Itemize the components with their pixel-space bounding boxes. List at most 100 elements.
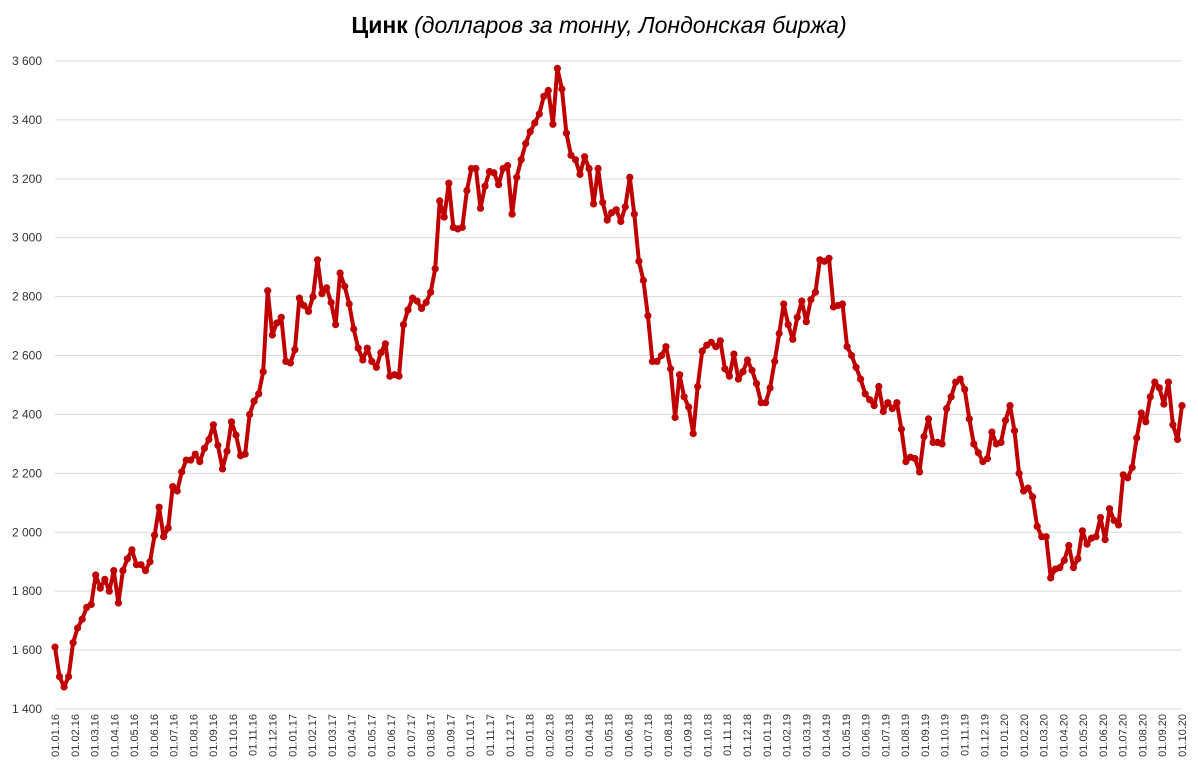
data-point	[286, 359, 294, 367]
chart-title: Цинк (долларов за тонну, Лондонская бирж…	[0, 12, 1198, 39]
data-point	[51, 643, 59, 651]
data-point	[1128, 463, 1136, 472]
data-point	[956, 375, 964, 383]
data-point	[318, 290, 326, 298]
data-point	[544, 86, 552, 95]
x-tick-label: 01.09.16	[208, 714, 220, 757]
data-point	[807, 296, 815, 304]
data-point	[395, 372, 403, 380]
data-point	[689, 430, 697, 438]
y-tick-label: 1 800	[12, 584, 42, 598]
data-point	[798, 297, 806, 305]
data-point	[599, 198, 607, 206]
data-point	[146, 558, 154, 566]
data-point	[209, 421, 217, 429]
data-point	[381, 340, 389, 348]
data-point	[721, 365, 729, 373]
data-point	[739, 368, 747, 376]
x-tick-label: 01.09.18	[683, 714, 695, 757]
data-point	[232, 431, 240, 439]
data-point	[1110, 516, 1118, 525]
data-point	[730, 350, 738, 358]
y-tick-label: 3 600	[12, 54, 42, 68]
x-tick-label: 01.08.17	[426, 714, 438, 757]
data-point	[74, 624, 82, 632]
x-tick-label: 01.08.16	[188, 714, 200, 757]
x-tick-label: 01.11.16	[248, 714, 260, 756]
data-point	[662, 343, 670, 351]
data-point	[151, 531, 159, 539]
data-point	[857, 375, 865, 383]
data-point	[825, 254, 833, 262]
data-point	[920, 432, 928, 441]
series-line-layer	[53, 66, 1184, 689]
x-tick-label: 01.09.20	[1157, 714, 1169, 757]
data-point	[639, 276, 648, 284]
data-point	[160, 533, 168, 541]
data-point	[422, 298, 430, 307]
y-tick-label: 2 800	[12, 290, 42, 304]
data-point	[440, 213, 448, 221]
data-point	[974, 449, 982, 457]
data-point	[1142, 418, 1150, 426]
x-tick-label: 01.04.16	[109, 714, 121, 757]
data-point	[748, 366, 756, 374]
data-point	[549, 120, 557, 128]
data-point	[295, 294, 303, 302]
grid-lines	[55, 60, 1182, 710]
data-point	[861, 390, 869, 398]
data-point	[78, 615, 86, 623]
data-point	[300, 301, 308, 310]
x-tick-label: 01.04.17	[347, 714, 359, 757]
data-point	[60, 683, 68, 691]
data-point	[897, 425, 906, 433]
data-point	[680, 393, 688, 401]
data-point	[734, 375, 743, 383]
data-point	[1160, 400, 1168, 408]
data-point	[114, 599, 122, 607]
data-point	[983, 455, 992, 463]
data-point	[553, 64, 562, 72]
data-point	[445, 179, 453, 187]
data-point	[101, 575, 109, 584]
data-point	[169, 483, 177, 491]
data-point	[259, 368, 267, 376]
x-tick-label: 01.03.19	[801, 714, 813, 757]
data-point	[571, 156, 580, 164]
data-point	[1106, 505, 1114, 513]
data-point	[590, 200, 598, 208]
data-point	[884, 399, 892, 407]
y-tick-label: 3 400	[12, 113, 42, 127]
x-tick-label: 01.02.19	[782, 714, 794, 757]
y-tick-label: 2 400	[12, 407, 42, 421]
data-point	[87, 600, 95, 609]
data-point	[264, 287, 272, 295]
data-point	[1137, 409, 1145, 417]
x-tick-label: 01.07.19	[880, 714, 892, 757]
x-tick-label: 01.10.17	[465, 714, 477, 757]
data-point	[875, 382, 883, 391]
data-point	[924, 415, 933, 423]
data-point	[535, 110, 543, 118]
data-point	[752, 379, 761, 388]
data-point	[517, 156, 525, 164]
data-point	[1083, 540, 1091, 548]
data-point	[255, 390, 263, 398]
data-point	[938, 440, 946, 448]
data-point	[137, 561, 145, 569]
data-point	[843, 343, 851, 351]
x-tick-label: 01.11.17	[485, 714, 497, 756]
data-point	[200, 444, 208, 452]
data-point	[227, 418, 236, 426]
x-tick-label: 01.06.17	[386, 714, 398, 757]
y-tick-label: 2 200	[12, 466, 42, 480]
data-point	[304, 307, 313, 315]
x-tick-label: 01.03.16	[90, 714, 102, 757]
y-tick-label: 2 000	[12, 525, 42, 539]
data-point	[603, 216, 611, 224]
x-tick-label: 01.04.18	[584, 714, 596, 757]
data-point	[1124, 474, 1132, 482]
data-point	[725, 372, 734, 380]
data-point	[119, 567, 127, 575]
data-point	[508, 210, 516, 218]
